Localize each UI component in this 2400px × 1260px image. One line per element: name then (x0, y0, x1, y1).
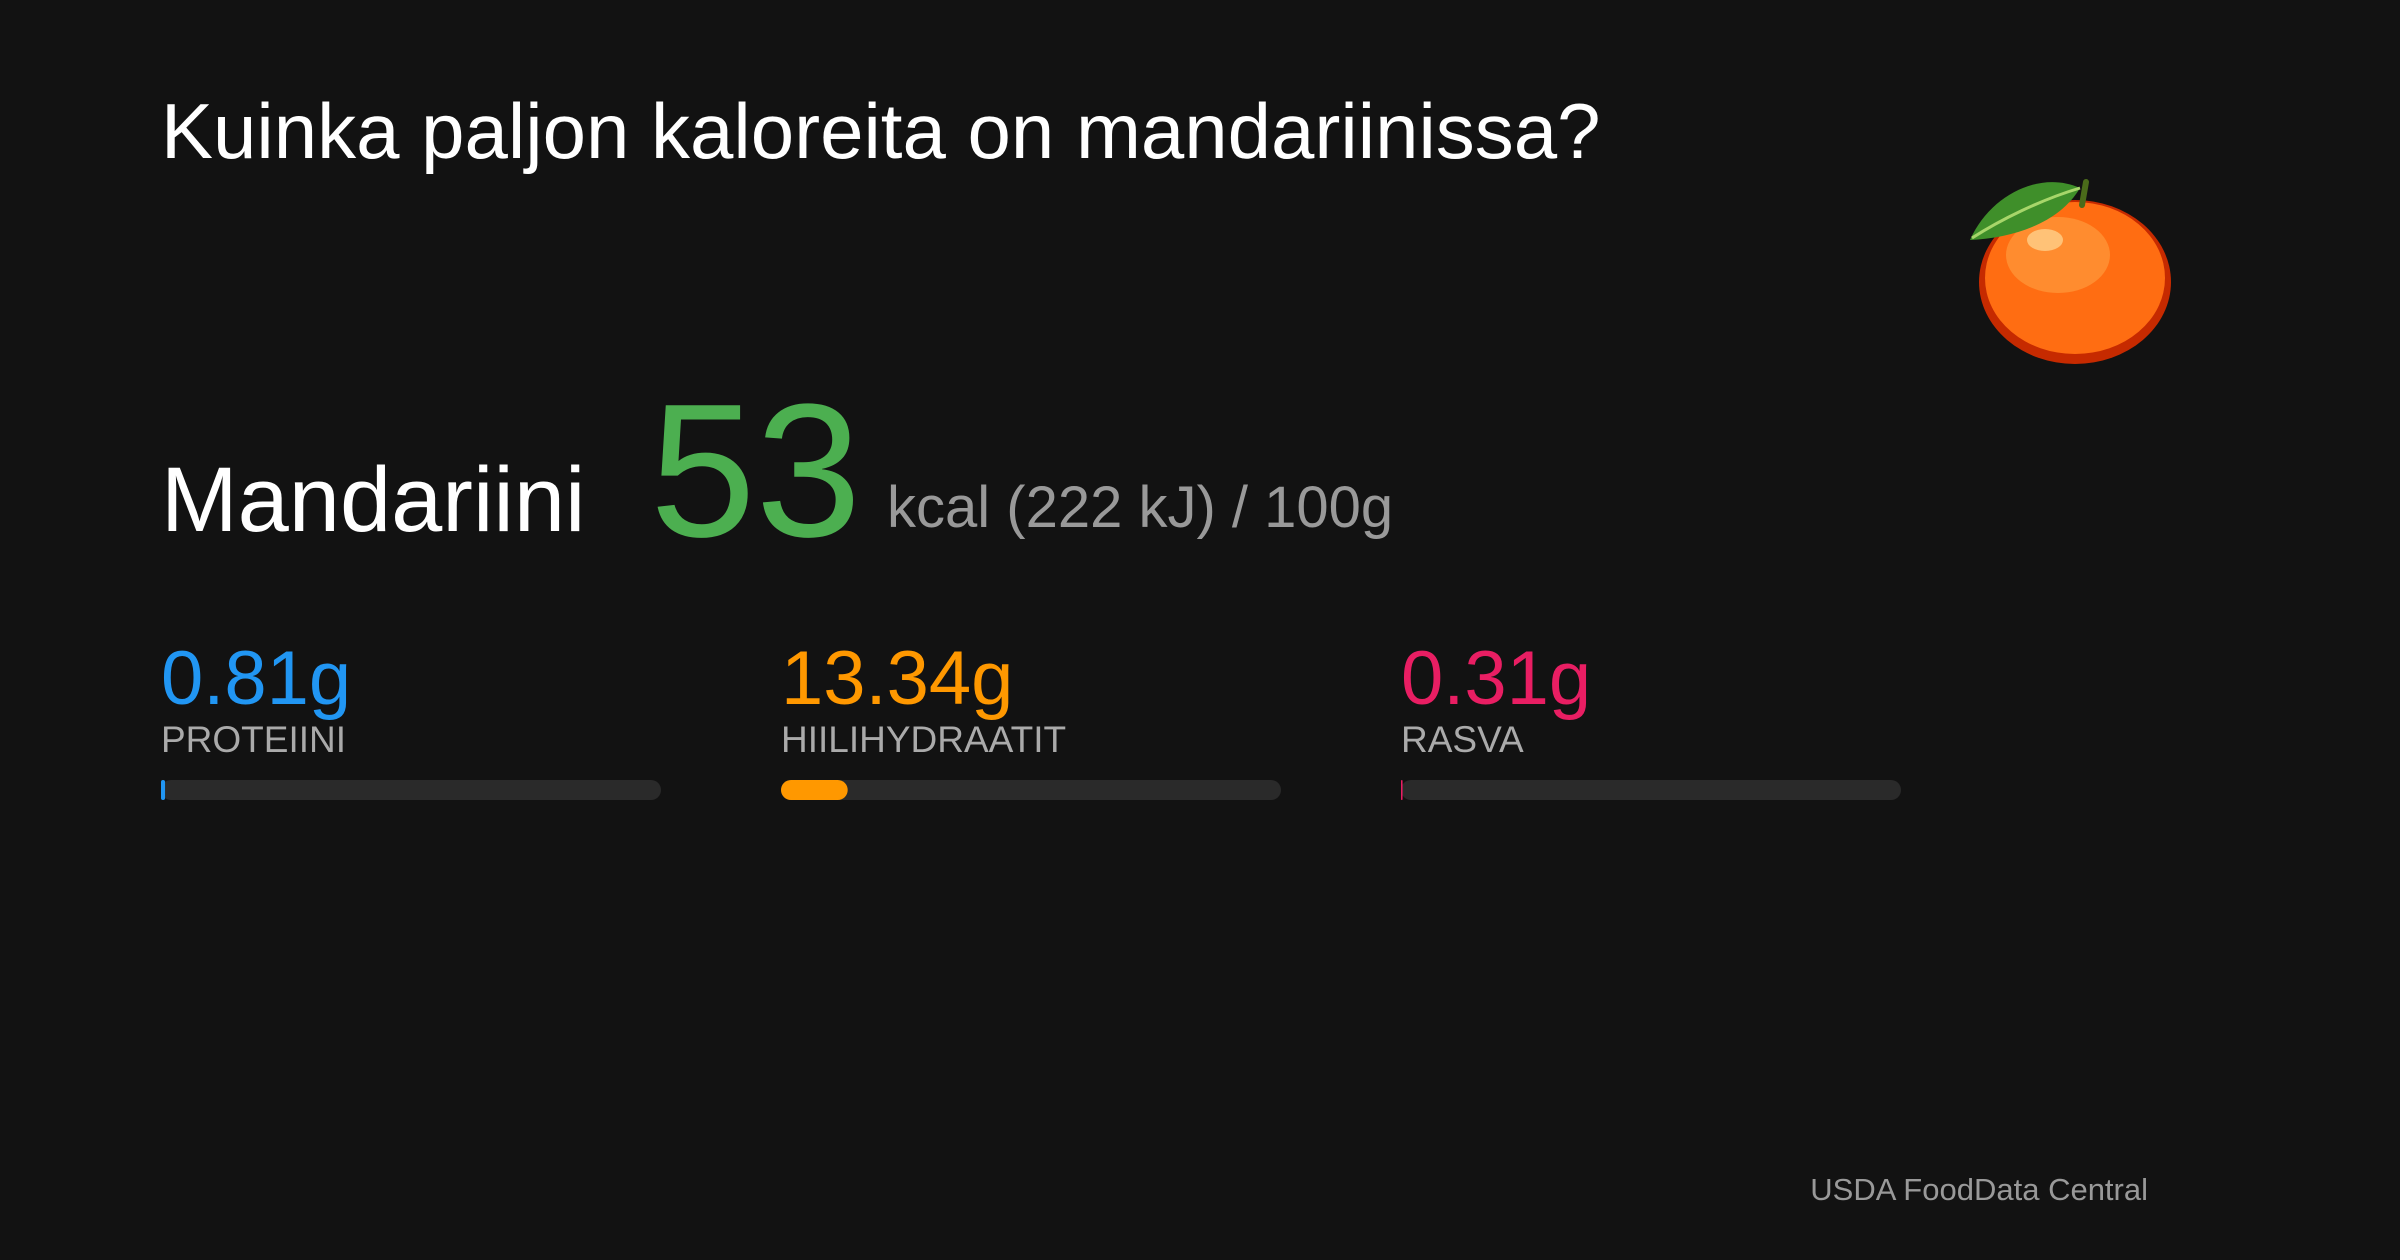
bar-track (781, 780, 1281, 800)
calorie-unit: kcal (222 kJ) / 100g (887, 475, 1393, 540)
macro-value: 0.31g (1401, 636, 1591, 721)
calories: 53 (650, 365, 861, 577)
macro-name: PROTEIINI (161, 719, 346, 760)
food-name: Mandariini (161, 449, 585, 551)
source: USDA FoodData Central (1810, 1172, 2148, 1207)
macro-bar (1401, 780, 1403, 800)
bar-track (161, 780, 661, 800)
title: Kuinka paljon kaloreita on mandariinissa… (161, 87, 1601, 175)
mandarin-icon (1970, 179, 2171, 364)
macro-value: 0.81g (161, 636, 351, 721)
macro-bar (781, 780, 848, 800)
macro-value: 13.34g (781, 636, 1013, 721)
macro-bar (161, 780, 166, 800)
macro-name: HIILIHYDRAATIT (781, 719, 1066, 760)
bar-track (1401, 780, 1901, 800)
macro-name: RASVA (1401, 719, 1524, 760)
